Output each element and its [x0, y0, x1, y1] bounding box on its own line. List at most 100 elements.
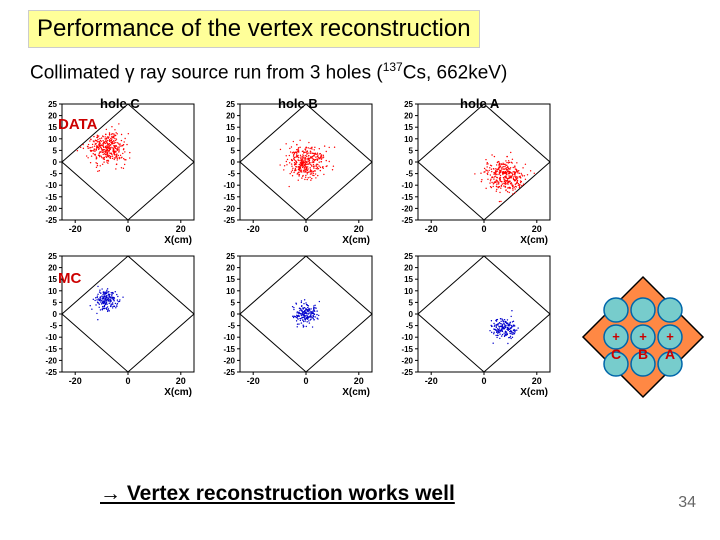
svg-text:0: 0	[481, 376, 486, 386]
row-label-data: DATA	[58, 116, 97, 133]
svg-text:0: 0	[231, 310, 236, 319]
svg-text:-25: -25	[45, 216, 57, 225]
svg-text:5: 5	[53, 147, 58, 156]
svg-text:-20: -20	[223, 357, 235, 366]
svg-text:25: 25	[226, 100, 235, 109]
title-band: Performance of the vertex reconstruction	[28, 10, 480, 48]
svg-text:-15: -15	[401, 193, 413, 202]
svg-text:-25: -25	[401, 368, 413, 377]
svg-text:-15: -15	[223, 193, 235, 202]
svg-text:20: 20	[532, 376, 542, 386]
svg-text:-25: -25	[223, 368, 235, 377]
svg-text:10: 10	[48, 135, 57, 144]
svg-text:+: +	[639, 329, 647, 344]
svg-text:15: 15	[404, 276, 413, 285]
svg-text:15: 15	[48, 124, 57, 133]
svg-text:20: 20	[404, 112, 413, 121]
plot-row-data: -25-20-15-10-50510152025-20020X(cm)Y(cm)…	[28, 98, 720, 246]
svg-text:-15: -15	[223, 345, 235, 354]
svg-text:-10: -10	[223, 334, 235, 343]
svg-text:0: 0	[231, 158, 236, 167]
title-text: Performance of the vertex reconstruction	[37, 15, 471, 42]
svg-text:X(cm): X(cm)	[164, 387, 192, 398]
svg-text:10: 10	[404, 135, 413, 144]
svg-text:0: 0	[409, 158, 414, 167]
svg-text:25: 25	[48, 100, 57, 109]
svg-text:+: +	[666, 329, 674, 344]
svg-text:-5: -5	[50, 322, 58, 331]
svg-text:-20: -20	[425, 224, 438, 234]
plot-data-a: -25-20-15-10-50510152025-20020X(cm)Y(cm)	[384, 98, 556, 246]
svg-text:10: 10	[226, 287, 235, 296]
subtitle-sup: 137	[383, 60, 403, 74]
svg-text:-10: -10	[45, 182, 57, 191]
svg-text:-20: -20	[69, 224, 82, 234]
svg-text:10: 10	[404, 287, 413, 296]
svg-text:-25: -25	[223, 216, 235, 225]
svg-text:10: 10	[48, 287, 57, 296]
svg-text:5: 5	[53, 299, 58, 308]
svg-text:-20: -20	[223, 205, 235, 214]
svg-text:-20: -20	[45, 357, 57, 366]
svg-text:20: 20	[404, 264, 413, 273]
svg-text:20: 20	[226, 112, 235, 121]
svg-text:X(cm): X(cm)	[164, 235, 192, 246]
svg-text:0: 0	[409, 310, 414, 319]
conclusion-text: → Vertex reconstruction works well	[100, 482, 455, 506]
svg-text:A: A	[665, 346, 675, 362]
svg-text:-5: -5	[406, 322, 414, 331]
svg-text:0: 0	[53, 158, 58, 167]
svg-text:-5: -5	[50, 170, 58, 179]
svg-text:-20: -20	[401, 205, 413, 214]
row-label-mc: MC	[58, 270, 81, 287]
svg-text:-20: -20	[247, 376, 260, 386]
svg-text:X(cm): X(cm)	[520, 387, 548, 398]
svg-text:-25: -25	[45, 368, 57, 377]
svg-text:25: 25	[226, 252, 235, 261]
svg-text:0: 0	[303, 376, 308, 386]
svg-text:-20: -20	[401, 357, 413, 366]
subtitle: Collimated γ ray source run from 3 holes…	[30, 60, 700, 84]
svg-text:-10: -10	[401, 182, 413, 191]
subtitle-post: Cs, 662keV)	[403, 62, 508, 83]
svg-text:25: 25	[48, 252, 57, 261]
svg-text:5: 5	[231, 147, 236, 156]
svg-text:-10: -10	[45, 334, 57, 343]
svg-text:-5: -5	[228, 322, 236, 331]
svg-text:20: 20	[226, 264, 235, 273]
svg-text:-15: -15	[401, 345, 413, 354]
plot-mc-a: -25-20-15-10-50510152025-20020X(cm)Y(cm)	[384, 250, 556, 398]
detector-diagram: + C + B + A	[578, 272, 708, 402]
svg-text:-20: -20	[425, 376, 438, 386]
svg-text:-20: -20	[69, 376, 82, 386]
svg-text:25: 25	[404, 252, 413, 261]
svg-text:15: 15	[226, 124, 235, 133]
svg-text:-5: -5	[406, 170, 414, 179]
svg-text:20: 20	[176, 224, 186, 234]
svg-text:5: 5	[409, 299, 414, 308]
svg-text:20: 20	[48, 112, 57, 121]
plot-data-b: -25-20-15-10-50510152025-20020X(cm)Y(cm)	[206, 98, 378, 246]
svg-text:20: 20	[354, 224, 364, 234]
svg-text:15: 15	[48, 276, 57, 285]
svg-text:-25: -25	[401, 216, 413, 225]
svg-text:C: C	[611, 346, 621, 362]
svg-text:5: 5	[409, 147, 414, 156]
svg-text:X(cm): X(cm)	[342, 235, 370, 246]
page-number: 34	[678, 494, 696, 512]
svg-text:-20: -20	[45, 205, 57, 214]
svg-text:0: 0	[481, 224, 486, 234]
svg-text:+: +	[612, 329, 620, 344]
svg-text:15: 15	[404, 124, 413, 133]
svg-text:X(cm): X(cm)	[520, 235, 548, 246]
svg-text:-10: -10	[223, 182, 235, 191]
svg-text:10: 10	[226, 135, 235, 144]
svg-text:20: 20	[354, 376, 364, 386]
svg-text:0: 0	[125, 376, 130, 386]
svg-text:20: 20	[48, 264, 57, 273]
plot-data-c: -25-20-15-10-50510152025-20020X(cm)Y(cm)	[28, 98, 200, 246]
svg-text:-15: -15	[45, 345, 57, 354]
svg-text:20: 20	[176, 376, 186, 386]
svg-text:B: B	[638, 346, 648, 362]
svg-text:X(cm): X(cm)	[342, 387, 370, 398]
